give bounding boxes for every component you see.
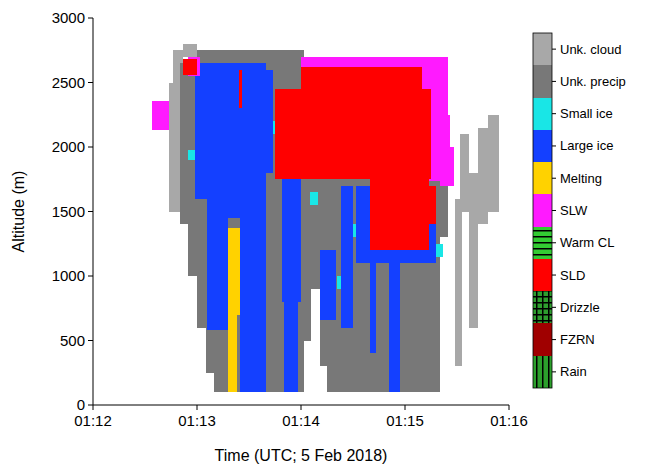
y-tick-label: 1500 (52, 203, 85, 220)
legend-tick (552, 49, 556, 50)
class-cell (478, 128, 488, 225)
legend-label: Rain (560, 364, 587, 379)
class-cell (228, 315, 237, 392)
legend-label: SLD (560, 268, 585, 283)
y-tick-label: 2500 (52, 74, 85, 91)
class-cell (469, 173, 478, 328)
legend-label: SLW (560, 203, 588, 218)
legend-swatch (533, 323, 552, 355)
legend-label: FZRN (560, 332, 595, 347)
legend-swatch (533, 227, 552, 259)
class-cell (310, 192, 319, 205)
class-cell (282, 173, 301, 302)
x-axis-title: Time (UTC; 5 Feb 2018) (215, 447, 388, 464)
legend-swatch (533, 33, 552, 65)
class-cell (440, 147, 454, 186)
y-tick (88, 82, 93, 83)
legend-swatch (533, 194, 552, 226)
legend-swatch (533, 98, 552, 130)
class-cell (488, 115, 498, 212)
x-tick (197, 405, 198, 410)
class-cell (370, 179, 429, 250)
class-cell (320, 250, 336, 320)
legend-label: Melting (560, 171, 602, 186)
y-tick-label: 3000 (52, 9, 85, 26)
legend: Unk. cloud Unk. precip Small ice Large ice M… (533, 33, 626, 388)
x-tick-label: 01:13 (178, 412, 216, 429)
y-tick (88, 18, 93, 19)
class-cell (239, 70, 242, 109)
legend-frame (533, 33, 552, 388)
x-tick-label: 01:14 (282, 412, 320, 429)
class-cell (460, 134, 469, 211)
class-cell (337, 276, 340, 289)
class-cell (455, 199, 462, 367)
class-cell (195, 63, 228, 198)
class-cell (228, 63, 240, 218)
x-tick-label: 01:15 (386, 412, 424, 429)
class-cell (353, 224, 356, 237)
class-cell (152, 101, 169, 131)
legend-tick (552, 145, 556, 146)
legend-tick (552, 307, 556, 308)
class-cell (183, 59, 197, 74)
legend-tick (552, 275, 556, 276)
class-cell (240, 63, 266, 392)
legend-label: Warm CL (560, 235, 614, 250)
class-cell (284, 302, 298, 392)
class-cell (188, 150, 195, 160)
class-cell (389, 263, 399, 392)
legend-swatch (533, 130, 552, 162)
legend-swatch (533, 162, 552, 194)
legend-swatch (533, 356, 552, 388)
class-cell (275, 89, 431, 179)
x-tick (301, 405, 302, 410)
x-tick (405, 405, 406, 410)
legend-label: Small ice (560, 106, 613, 121)
legend-label: Large ice (560, 138, 613, 153)
legend-swatch (533, 291, 552, 323)
class-cell (180, 63, 189, 224)
x-tick (509, 405, 510, 410)
y-tick (88, 147, 93, 148)
legend-tick (552, 371, 556, 372)
legend-tick (552, 242, 556, 243)
legend-tick (552, 178, 556, 179)
y-tick (88, 405, 93, 406)
class-cell (228, 228, 240, 314)
legend-label: Unk. precip (560, 74, 626, 89)
class-cell (301, 67, 422, 89)
class-cell (341, 186, 353, 328)
y-tick (88, 276, 93, 277)
y-tick-label: 0 (77, 396, 85, 413)
y-tick-label: 2000 (52, 138, 85, 155)
class-cell (429, 186, 436, 225)
legend-tick (552, 210, 556, 211)
class-cell (266, 70, 273, 173)
chart: 0 500 1000 1500 2000 2500 3000 01:12 01:13 01:14 0… (0, 0, 648, 473)
legend-tick (552, 113, 556, 114)
y-tick (88, 211, 93, 212)
legend-label: Unk. cloud (560, 42, 621, 57)
x-tick-label: 01:16 (490, 412, 528, 429)
y-axis-title: Altitude (m) (10, 171, 27, 253)
x-tick (93, 405, 94, 410)
class-cell (436, 244, 443, 257)
class-cell (304, 289, 311, 341)
class-cell (183, 44, 197, 57)
legend-label: Drizzle (560, 300, 600, 315)
legend-tick (552, 339, 556, 340)
legend-swatch (533, 65, 552, 97)
y-tick-label: 1000 (52, 267, 85, 284)
class-cell (169, 83, 179, 212)
cells (152, 44, 499, 392)
x-tick-label: 01:12 (74, 412, 112, 429)
class-cell (207, 199, 228, 331)
y-tick-label: 500 (60, 332, 85, 349)
legend-tick (552, 81, 556, 82)
legend-swatch (533, 259, 552, 291)
y-tick (88, 340, 93, 341)
class-cell (370, 263, 375, 353)
